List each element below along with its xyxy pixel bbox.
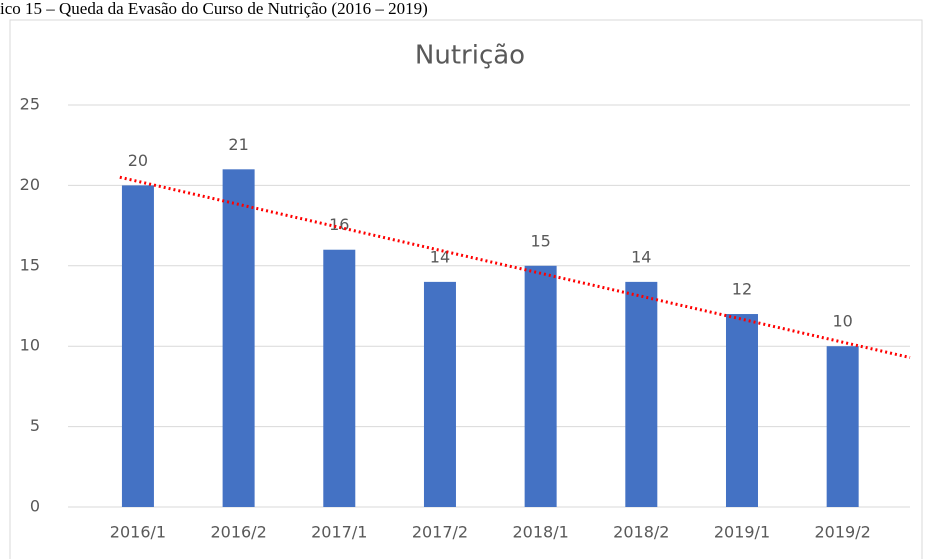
data-label: 14 [631,247,651,266]
bar [625,281,658,507]
y-tick-label: 5 [30,416,40,435]
trendline [119,175,911,360]
bar [222,169,255,507]
y-tick-label: 15 [20,255,40,274]
data-label: 10 [832,312,852,331]
caption: ico 15 – Queda da Evasão do Curso de Nut… [0,0,428,18]
x-tick-label: 2017/2 [412,523,468,542]
chart-title: Nutrição [415,41,525,71]
data-label: 15 [530,231,550,250]
data-label: 20 [128,151,148,170]
bar [826,346,859,507]
x-tick-label: 2018/1 [512,523,568,542]
bar [121,185,154,507]
bar [323,249,356,507]
y-tick-label: 20 [20,175,40,194]
x-tick-label: 2016/1 [110,523,166,542]
x-tick-label: 2017/1 [311,523,367,542]
x-tick-label: 2016/2 [210,523,266,542]
y-tick-label: 0 [30,497,40,516]
chart-frame [9,19,923,559]
bar [725,314,758,507]
data-label: 16 [329,215,349,234]
x-tick-label: 2019/2 [815,523,871,542]
y-tick-label: 10 [20,336,40,355]
x-tick-label: 2019/1 [714,523,770,542]
y-tick-label: 25 [20,95,40,114]
data-label: 14 [430,247,450,266]
data-label: 21 [228,135,248,154]
x-tick-label: 2018/2 [613,523,669,542]
data-label: 12 [732,280,752,299]
bar [423,281,456,507]
bar [524,265,557,507]
